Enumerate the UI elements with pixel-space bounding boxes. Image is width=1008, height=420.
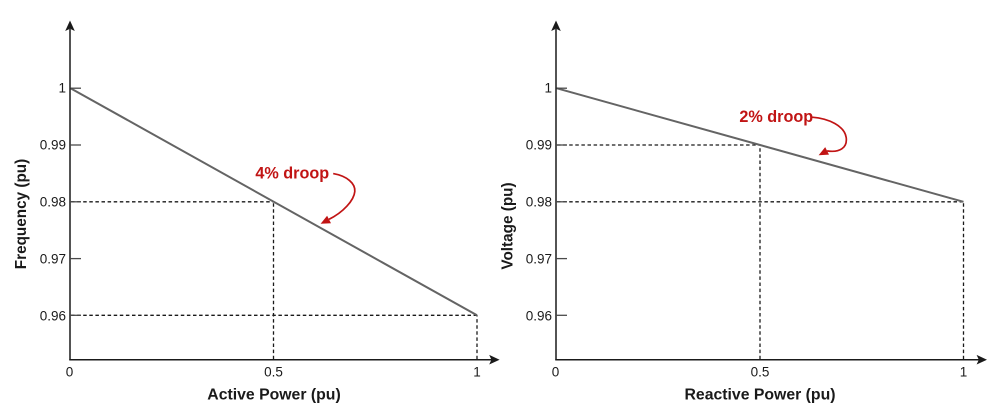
svg-text:Active Power (pu): Active Power (pu) — [207, 387, 340, 404]
svg-text:1: 1 — [544, 81, 552, 96]
svg-text:Reactive Power (pu): Reactive Power (pu) — [685, 387, 836, 404]
svg-text:Voltage (pu): Voltage (pu) — [500, 182, 517, 269]
svg-text:1: 1 — [473, 365, 481, 380]
svg-text:0: 0 — [552, 365, 560, 380]
svg-text:0.97: 0.97 — [40, 252, 66, 267]
svg-text:4% droop: 4% droop — [255, 164, 329, 182]
svg-text:1: 1 — [58, 81, 66, 96]
svg-text:0.97: 0.97 — [526, 252, 552, 267]
svg-text:0.96: 0.96 — [40, 309, 66, 324]
svg-text:0.96: 0.96 — [526, 309, 552, 324]
svg-text:0.98: 0.98 — [40, 195, 66, 210]
svg-text:0.5: 0.5 — [751, 365, 770, 380]
svg-text:0.99: 0.99 — [40, 138, 66, 153]
svg-text:0.98: 0.98 — [526, 195, 552, 210]
svg-text:0: 0 — [66, 365, 74, 380]
svg-text:1: 1 — [960, 365, 968, 380]
svg-text:2% droop: 2% droop — [739, 108, 813, 126]
svg-text:0.99: 0.99 — [526, 138, 552, 153]
svg-text:0.5: 0.5 — [264, 365, 283, 380]
svg-text:Frequency (pu): Frequency (pu) — [13, 159, 30, 269]
